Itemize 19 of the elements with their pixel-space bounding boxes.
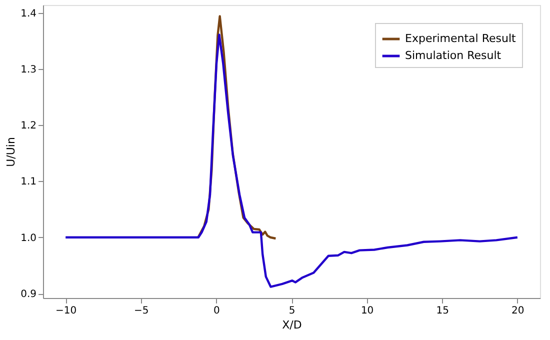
legend-label: Experimental Result [405,32,517,45]
legend-label: Simulation Result [405,49,502,62]
y-tick-label: 1.3 [20,64,36,76]
x-tick-label: −10 [56,306,77,316]
y-tick-label: 0.9 [20,289,36,300]
x-tick-label: 10 [360,306,374,316]
x-tick-label: 15 [436,306,449,316]
y-axis-title: U/Uin [4,137,18,167]
x-tick-label: 20 [512,306,524,316]
y-tick-label: 1.1 [20,176,36,188]
x-axis-title: X/D [282,318,302,332]
y-tick-label: 1.2 [20,120,36,132]
line-series [197,15,277,240]
x-tick-label: −5 [134,306,149,316]
y-tick-label: 1.4 [20,8,36,20]
line-series [64,34,519,288]
x-tick-label: 0 [214,306,220,316]
x-tick-label: 5 [288,306,296,316]
y-tick-label: 1.0 [20,232,36,244]
